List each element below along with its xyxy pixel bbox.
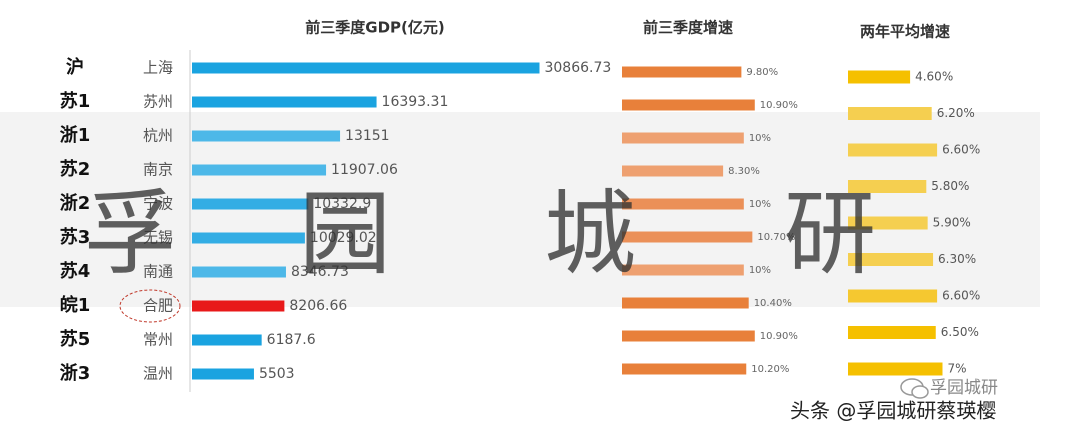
row-label: 苏3 [60, 226, 91, 248]
category-label: 杭州 [143, 127, 173, 145]
bar [192, 62, 540, 74]
bar [848, 143, 938, 157]
value-label: 9.80% [746, 67, 778, 78]
bar [622, 264, 744, 276]
value-label: 10% [749, 199, 771, 210]
value-label: 8.30% [728, 166, 760, 177]
value-label: 10% [749, 265, 771, 276]
chart-title: 前三季度GDP(亿元) [305, 19, 444, 37]
chart-title: 前三季度增速 [643, 19, 733, 37]
row-label: 浙3 [60, 362, 91, 384]
bar [848, 253, 934, 266]
bar [848, 107, 932, 120]
bar [192, 368, 254, 380]
bar [622, 330, 755, 342]
value-label: 10332.9 [313, 196, 371, 212]
value-label: 5.90% [933, 216, 971, 230]
value-label: 6.30% [938, 252, 976, 266]
bar [192, 96, 377, 108]
value-label: 6.20% [937, 106, 975, 120]
value-label: 6187.6 [267, 332, 316, 348]
category-label: 南京 [143, 161, 173, 179]
value-label: 5503 [259, 366, 295, 382]
bar [622, 297, 749, 309]
value-label: 6.60% [942, 143, 980, 157]
value-label: 10.70% [757, 232, 795, 243]
bar [848, 216, 928, 230]
watermark: 研 [784, 180, 876, 287]
wechat-label: 孚园城研 [930, 378, 998, 398]
bar [848, 180, 927, 193]
row-label: 浙2 [60, 192, 91, 214]
bar [192, 198, 309, 210]
row-label: 沪 [66, 56, 84, 78]
value-label: 10029.02 [310, 230, 377, 246]
value-label: 10% [749, 133, 771, 144]
bar [622, 198, 744, 210]
value-label: 6.50% [941, 325, 979, 339]
value-label: 10.20% [751, 364, 789, 375]
bar [848, 326, 936, 339]
watermark: 孚 [84, 180, 176, 287]
value-label: 6.60% [942, 289, 980, 303]
bar [192, 232, 305, 244]
bar [192, 300, 285, 312]
value-label: 8346.73 [291, 264, 349, 280]
chart-title: 两年平均增速 [860, 23, 950, 41]
row-label: 苏2 [60, 158, 91, 180]
value-label: 8206.66 [289, 298, 347, 314]
bar [622, 165, 724, 177]
category-label: 无锡 [143, 229, 173, 247]
bar [192, 266, 286, 278]
value-label: 10.40% [754, 298, 792, 309]
category-label: 常州 [143, 331, 173, 349]
category-label: 上海 [143, 59, 173, 77]
category-label: 温州 [143, 365, 173, 383]
value-label: 11907.06 [331, 162, 398, 178]
value-label: 7% [948, 362, 967, 376]
value-label: 4.60% [915, 70, 953, 84]
row-label: 苏5 [60, 328, 91, 350]
bar [622, 66, 742, 78]
bar [848, 362, 943, 376]
bar [622, 231, 753, 243]
bar [192, 164, 327, 176]
watermark: 园 [299, 180, 391, 287]
bar [192, 334, 262, 346]
bar [848, 289, 938, 303]
category-label: 苏州 [143, 93, 173, 111]
bar [622, 363, 747, 375]
row-label: 苏4 [60, 260, 91, 282]
row-label: 苏1 [60, 90, 91, 112]
bar [848, 70, 911, 84]
row-label: 皖1 [60, 294, 91, 316]
bar [622, 99, 755, 111]
category-label: 南通 [143, 263, 173, 281]
highlight-circle [119, 289, 181, 323]
value-label: 30866.73 [544, 60, 611, 76]
bar [192, 130, 341, 142]
value-label: 10.90% [760, 331, 798, 342]
value-label: 5.80% [931, 179, 969, 193]
value-label: 16393.31 [382, 94, 449, 110]
value-label: 10.90% [760, 100, 798, 111]
bar [622, 132, 744, 144]
footer: 头条 @孚园城研蔡瑛樱 [790, 399, 996, 423]
wechat-icon [900, 378, 929, 399]
category-label: 宁波 [143, 195, 173, 213]
row-label: 浙1 [60, 124, 91, 146]
value-label: 13151 [345, 128, 390, 144]
watermark: 城 [544, 180, 636, 287]
category-label: 合肥 [143, 297, 173, 315]
